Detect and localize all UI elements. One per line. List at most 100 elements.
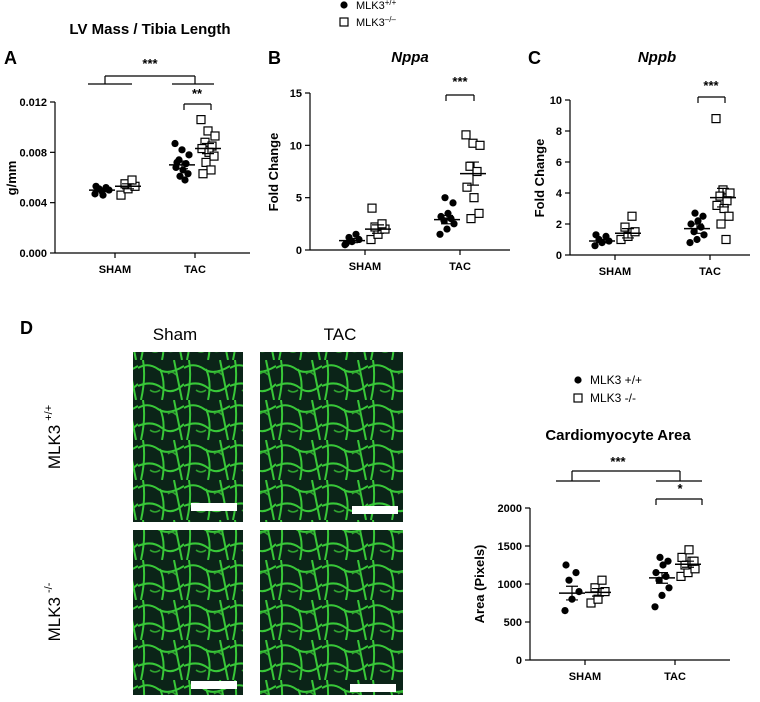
legend-label: MLK3 -/- <box>590 391 636 405</box>
y-tick-label: 10 <box>290 140 302 152</box>
y-tick-label: 8 <box>556 126 562 138</box>
point <box>691 209 699 217</box>
significance-label: *** <box>610 454 626 469</box>
row-label-sup: -/- <box>43 582 55 593</box>
legend: MLK3+/+ MLK3–/– <box>356 0 397 29</box>
error-bar <box>176 160 188 170</box>
point <box>664 557 672 565</box>
significance-bracket <box>556 470 702 482</box>
row-label: MLK3 -/- <box>43 582 64 641</box>
error-bar <box>467 161 479 186</box>
chart-title: LV Mass / Tibia Length <box>69 21 230 38</box>
error-bar <box>346 237 358 244</box>
point <box>127 175 137 185</box>
point <box>715 191 725 201</box>
point <box>711 113 721 124</box>
y-tick-label: 1500 <box>498 541 522 553</box>
chart-title: Cardiomyocyte Area <box>545 427 691 444</box>
chart-title: Nppb <box>638 49 676 66</box>
error-bar <box>682 560 694 568</box>
point <box>355 235 363 244</box>
point <box>92 182 100 190</box>
point <box>436 230 444 238</box>
point <box>562 561 570 569</box>
point <box>99 191 107 199</box>
point <box>725 188 735 198</box>
point <box>367 203 377 213</box>
point <box>462 182 472 192</box>
significance-bracket <box>697 96 726 103</box>
point <box>466 214 476 224</box>
legend-marker <box>340 1 348 9</box>
y-tick-label: 4 <box>556 188 563 200</box>
error-bar <box>202 142 214 155</box>
point <box>602 232 610 240</box>
point <box>181 176 189 184</box>
error-bar <box>372 224 384 234</box>
significance-bracket <box>655 498 703 505</box>
point <box>437 212 445 221</box>
point <box>198 169 208 179</box>
x-tick-label: SHAM <box>569 671 601 683</box>
error-bar <box>596 238 608 244</box>
scale-bar <box>191 681 237 689</box>
point <box>662 572 670 581</box>
point <box>352 230 360 238</box>
y-tick-label: 0 <box>516 655 522 667</box>
legend-sup: –/– <box>385 15 397 24</box>
point <box>185 151 193 159</box>
point <box>201 157 211 167</box>
legend-base: MLK3 <box>356 17 385 29</box>
panel-label: D <box>20 318 33 338</box>
y-tick-label: 10 <box>550 95 562 107</box>
point <box>176 172 184 180</box>
point <box>91 190 99 198</box>
point <box>475 140 485 150</box>
y-tick-label: 5 <box>296 193 302 205</box>
y-tick-label: 2 <box>556 219 562 231</box>
point <box>600 586 610 597</box>
legend-base: MLK3 <box>356 0 385 12</box>
point <box>575 588 583 596</box>
point <box>665 584 673 592</box>
point <box>684 545 694 555</box>
panel-label: A <box>4 48 17 68</box>
y-axis-label: g/mm <box>4 161 19 196</box>
point <box>620 222 630 232</box>
point <box>630 227 640 237</box>
y-axis-label: Fold Change <box>266 133 281 212</box>
row-label-sup: +/+ <box>43 405 55 421</box>
point <box>210 131 220 141</box>
error-bar <box>656 572 668 584</box>
point <box>690 564 700 574</box>
x-tick-label: TAC <box>449 261 471 273</box>
point <box>627 211 637 221</box>
y-tick-label: 15 <box>290 88 302 100</box>
error-bar <box>566 585 578 601</box>
point <box>700 231 708 239</box>
point <box>196 115 206 125</box>
point <box>651 603 659 611</box>
point <box>474 208 484 218</box>
error-bar <box>122 183 134 190</box>
micrograph <box>133 352 243 522</box>
error-bar <box>622 228 634 239</box>
x-tick-label: TAC <box>184 264 206 276</box>
legend-label: MLK3–/– <box>356 15 396 29</box>
y-axis-label: Fold Change <box>532 139 547 218</box>
x-tick-label: SHAM <box>99 264 131 276</box>
point <box>597 575 607 585</box>
significance-label: * <box>677 481 683 496</box>
legend-marker <box>573 393 583 403</box>
point <box>342 240 350 248</box>
row-label-base: MLK3 <box>45 597 64 641</box>
point <box>377 219 387 229</box>
y-tick-label: 0.012 <box>19 97 47 109</box>
x-tick-label: TAC <box>699 266 721 278</box>
y-tick-label: 1000 <box>498 579 522 591</box>
x-tick-label: SHAM <box>349 261 381 273</box>
point <box>450 220 458 228</box>
panel-label: B <box>268 48 281 68</box>
point <box>116 190 126 200</box>
